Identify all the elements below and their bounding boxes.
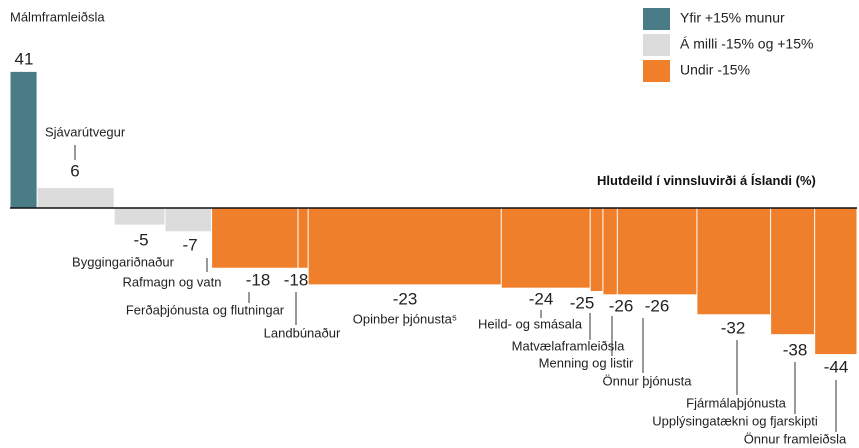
category-label: Rafmagn og vatn: [122, 274, 221, 289]
value-label: -32: [721, 318, 746, 337]
value-label: -26: [645, 296, 670, 315]
bar: [165, 208, 212, 232]
category-label: Önnur þjónusta: [603, 373, 693, 388]
value-label: 6: [70, 161, 79, 180]
bar: [590, 208, 603, 291]
category-label: Önnur framleiðsla: [744, 431, 847, 446]
category-label: Fjármálaþjónusta: [686, 395, 786, 410]
value-label: 41: [15, 49, 34, 68]
legend-swatch: [643, 60, 670, 82]
category-label: Byggingariðnaður: [72, 254, 175, 269]
category-label: Matvælaframleiðsla: [512, 338, 625, 353]
value-label: -18: [246, 270, 271, 289]
category-label: Opinber þjónusta⁵: [353, 311, 457, 326]
bar: [697, 208, 771, 315]
bar: [603, 208, 617, 295]
category-label: Ferðaþjónusta og flutningar: [126, 302, 285, 317]
value-label: -38: [783, 340, 808, 359]
value-label: -18: [284, 270, 309, 289]
value-label: -23: [393, 289, 418, 308]
value-label: -24: [529, 289, 554, 308]
bar: [114, 208, 165, 225]
bar: [308, 208, 501, 285]
value-label: -44: [824, 357, 849, 376]
category-label: Heild- og smásala: [478, 316, 583, 331]
bar: [10, 71, 37, 208]
category-label: Landbúnaður: [264, 325, 341, 340]
x-axis-label: Hlutdeild í vinnsluvirði á Íslandi (%): [597, 173, 816, 188]
legend-label: Yfir +15% munur: [680, 10, 785, 26]
bar: [501, 208, 590, 288]
bar: [298, 208, 308, 268]
category-label: Málmframleiðsla: [10, 9, 105, 24]
bar: [212, 208, 298, 268]
bar: [37, 188, 114, 208]
bar: [815, 208, 857, 355]
bar: [617, 208, 697, 295]
legend-label: Á milli -15% og +15%: [680, 36, 813, 52]
value-label: -5: [133, 230, 148, 249]
bar: [771, 208, 815, 335]
category-label: Menning og listir: [539, 355, 634, 370]
legend-swatch: [643, 8, 670, 30]
legend-label: Undir -15%: [680, 62, 750, 78]
value-label: -26: [609, 296, 634, 315]
category-label: Upplýsingatækni og fjarskipti: [652, 413, 818, 428]
value-label: -7: [182, 235, 197, 254]
category-label: Sjávarútvegur: [45, 124, 126, 139]
value-label: -25: [570, 293, 595, 312]
legend-swatch: [643, 34, 670, 56]
